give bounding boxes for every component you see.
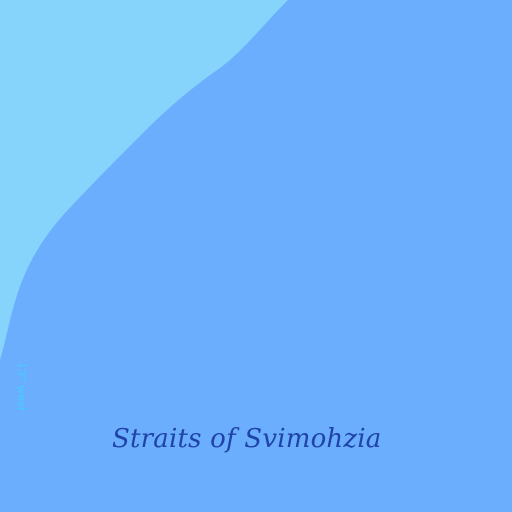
strait-label: Straits of Svimohzia bbox=[112, 424, 382, 454]
meridian-label: 13° west bbox=[15, 362, 28, 411]
